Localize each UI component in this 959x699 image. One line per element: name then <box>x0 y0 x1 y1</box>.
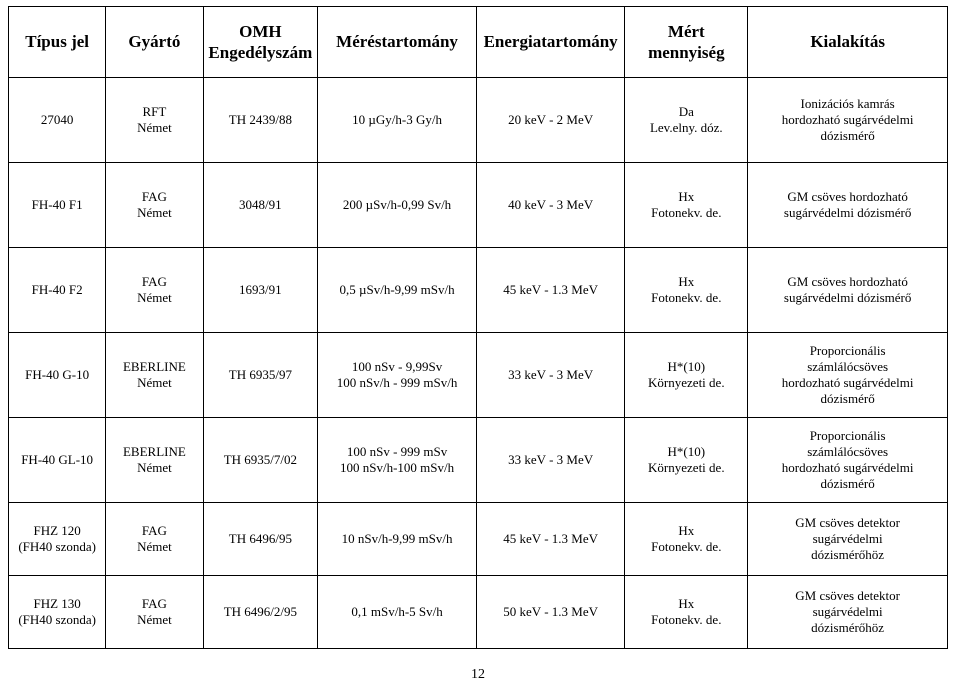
col-header-omh: OMHEngedélyszám <box>203 7 318 78</box>
cell-meres: 0,5 µSv/h-9,99 mSv/h <box>318 248 477 333</box>
cell-kialakitas: GM csöves detektorsugárvédelmidózismérőh… <box>748 503 948 576</box>
cell-meres: 0,1 mSv/h-5 Sv/h <box>318 576 477 649</box>
cell-tipus: FHZ 120(FH40 szonda) <box>9 503 106 576</box>
cell-meres: 10 nSv/h-9,99 mSv/h <box>318 503 477 576</box>
cell-tipus: FH-40 G-10 <box>9 333 106 418</box>
cell-tipus: 27040 <box>9 78 106 163</box>
cell-energia: 45 keV - 1.3 MeV <box>476 503 624 576</box>
cell-kialakitas: Proporcionálisszámlálócsöveshordozható s… <box>748 418 948 503</box>
cell-tipus: FH-40 GL-10 <box>9 418 106 503</box>
cell-mert: HxFotonekv. de. <box>625 503 748 576</box>
cell-omh: TH 6496/2/95 <box>203 576 318 649</box>
cell-meres: 200 µSv/h-0,99 Sv/h <box>318 163 477 248</box>
table-row: 27040RFTNémetTH 2439/8810 µGy/h-3 Gy/h20… <box>9 78 948 163</box>
table-row: FH-40 GL-10EBERLINENémetTH 6935/7/02100 … <box>9 418 948 503</box>
col-header-meres: Méréstartomány <box>318 7 477 78</box>
cell-omh: TH 6935/97 <box>203 333 318 418</box>
col-header-energia: Energiatartomány <box>476 7 624 78</box>
table-row: FH-40 G-10EBERLINENémetTH 6935/97100 nSv… <box>9 333 948 418</box>
cell-mert: HxFotonekv. de. <box>625 163 748 248</box>
cell-energia: 33 keV - 3 MeV <box>476 333 624 418</box>
cell-kialakitas: GM csöves detektorsugárvédelmidózismérőh… <box>748 576 948 649</box>
page-number: 12 <box>8 667 948 683</box>
table-header-row: Típus jel Gyártó OMHEngedélyszám Mérésta… <box>9 7 948 78</box>
cell-meres: 10 µGy/h-3 Gy/h <box>318 78 477 163</box>
data-table: Típus jel Gyártó OMHEngedélyszám Mérésta… <box>8 6 948 649</box>
col-header-gyarto: Gyártó <box>106 7 203 78</box>
cell-mert: DaLev.elny. dóz. <box>625 78 748 163</box>
col-header-mert: Mértmennyiség <box>625 7 748 78</box>
cell-energia: 40 keV - 3 MeV <box>476 163 624 248</box>
table-row: FHZ 130(FH40 szonda)FAGNémetTH 6496/2/95… <box>9 576 948 649</box>
cell-omh: 1693/91 <box>203 248 318 333</box>
cell-meres: 100 nSv - 9,99Sv100 nSv/h - 999 mSv/h <box>318 333 477 418</box>
cell-energia: 45 keV - 1.3 MeV <box>476 248 624 333</box>
cell-omh: TH 6935/7/02 <box>203 418 318 503</box>
cell-tipus: FH-40 F2 <box>9 248 106 333</box>
table-row: FH-40 F1FAGNémet3048/91200 µSv/h-0,99 Sv… <box>9 163 948 248</box>
cell-energia: 20 keV - 2 MeV <box>476 78 624 163</box>
col-header-kialakitas: Kialakítás <box>748 7 948 78</box>
cell-energia: 50 keV - 1.3 MeV <box>476 576 624 649</box>
cell-meres: 100 nSv - 999 mSv100 nSv/h-100 mSv/h <box>318 418 477 503</box>
cell-mert: H*(10)Környezeti de. <box>625 418 748 503</box>
cell-mert: HxFotonekv. de. <box>625 248 748 333</box>
table-row: FHZ 120(FH40 szonda)FAGNémetTH 6496/9510… <box>9 503 948 576</box>
cell-kialakitas: GM csöves hordozhatósugárvédelmi dózismé… <box>748 163 948 248</box>
cell-gyarto: RFTNémet <box>106 78 203 163</box>
cell-gyarto: FAGNémet <box>106 576 203 649</box>
cell-kialakitas: GM csöves hordozhatósugárvédelmi dózismé… <box>748 248 948 333</box>
cell-kialakitas: Ionizációs kamráshordozható sugárvédelmi… <box>748 78 948 163</box>
cell-omh: 3048/91 <box>203 163 318 248</box>
cell-gyarto: EBERLINENémet <box>106 333 203 418</box>
cell-energia: 33 keV - 3 MeV <box>476 418 624 503</box>
table-body: 27040RFTNémetTH 2439/8810 µGy/h-3 Gy/h20… <box>9 78 948 649</box>
cell-tipus: FHZ 130(FH40 szonda) <box>9 576 106 649</box>
cell-gyarto: FAGNémet <box>106 503 203 576</box>
cell-kialakitas: Proporcionálisszámlálócsöveshordozható s… <box>748 333 948 418</box>
cell-gyarto: FAGNémet <box>106 248 203 333</box>
cell-mert: H*(10)Környezeti de. <box>625 333 748 418</box>
page: Típus jel Gyártó OMHEngedélyszám Mérésta… <box>0 0 959 683</box>
cell-tipus: FH-40 F1 <box>9 163 106 248</box>
table-row: FH-40 F2FAGNémet1693/910,5 µSv/h-9,99 mS… <box>9 248 948 333</box>
cell-omh: TH 2439/88 <box>203 78 318 163</box>
cell-omh: TH 6496/95 <box>203 503 318 576</box>
col-header-tipus: Típus jel <box>9 7 106 78</box>
cell-gyarto: EBERLINENémet <box>106 418 203 503</box>
cell-gyarto: FAGNémet <box>106 163 203 248</box>
cell-mert: HxFotonekv. de. <box>625 576 748 649</box>
